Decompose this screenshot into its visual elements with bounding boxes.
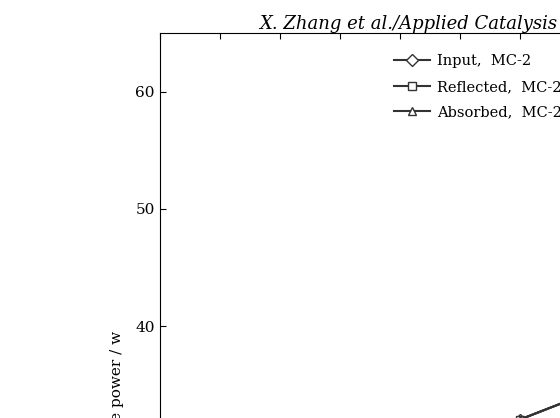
Legend: Input,  MC-2, Reflected,  MC-2, Absorbed,  MC-2: Input, MC-2, Reflected, MC-2, Absorbed, … (388, 48, 560, 125)
Line: Reflected,  MC-2: Reflected, MC-2 (216, 392, 560, 418)
Reflected,  MC-2 (516, 417, 523, 418)
Line: Absorbed,  MC-2: Absorbed, MC-2 (216, 392, 560, 418)
Input,  MC-2 (516, 417, 523, 418)
Y-axis label: Microwave power / w: Microwave power / w (110, 331, 124, 418)
Absorbed,  MC-2 (516, 417, 523, 418)
Line: Input,  MC-2: Input, MC-2 (216, 392, 560, 418)
Text: X. Zhang et al./Applied Catalysis: X. Zhang et al./Applied Catalysis (259, 15, 557, 33)
